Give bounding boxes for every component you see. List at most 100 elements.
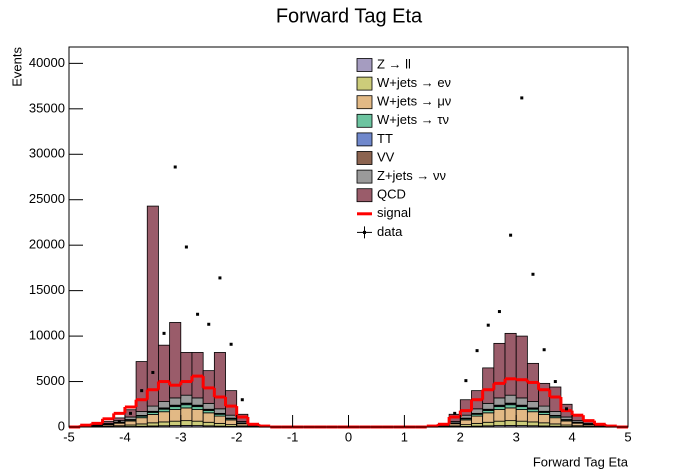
bar-segment [560,420,573,426]
data-point [497,310,501,314]
legend-label: QCD [377,187,406,202]
legend-label: W+jets → τν [377,112,449,127]
data-point [162,331,166,335]
bar-segment [169,406,182,410]
bar-segment [538,422,551,427]
legend-label: W+jets → eν [377,75,451,90]
x-tick-label: -2 [231,429,243,444]
bar-segment [482,421,495,427]
bar-segment [515,406,528,410]
bar-segment [191,397,204,406]
bar-segment [213,415,226,424]
data-point [464,379,468,383]
bar-segment [191,420,204,426]
bar-segment [471,408,484,414]
bar-segment [482,402,495,410]
bar-segment [493,406,506,410]
bar-segment [515,397,528,406]
bar-segment [213,422,226,427]
data-point [531,272,535,276]
bar-segment [471,422,484,427]
x-axis-title: Forward Tag Eta [533,454,629,469]
bar-segment [180,352,193,396]
bar-segment [538,405,551,412]
bar-segment [124,420,137,426]
bar-segment [471,415,484,424]
data-point [553,380,557,384]
legend-swatch [363,230,366,234]
legend-label: W+jets → μν [377,94,451,109]
bar-segment [459,419,472,426]
bar-segment [135,411,148,416]
bar-segment [571,415,584,422]
y-tick-label: 10000 [29,328,65,343]
legend-swatch [356,151,373,165]
data-point [475,349,479,353]
x-tick-label: 3 [513,429,520,444]
bar-segment [102,421,115,424]
bar-segment [515,420,528,426]
legend-swatch [356,95,373,110]
data-point [542,348,546,352]
data-point [173,165,177,169]
data-point [128,411,132,415]
bar-segment [191,406,204,410]
legend-swatch [356,76,373,91]
y-tick-label: 35000 [29,100,65,115]
data-point [229,342,233,346]
chart-title: Forward Tag Eta [276,5,423,27]
legend-label: Z → ll [377,56,411,71]
data-point [140,389,144,393]
bar-segment [169,397,182,406]
bar-segment [146,405,159,412]
bar-segment [158,411,171,423]
legend-swatch [356,113,373,128]
x-tick-label: 0 [345,429,352,444]
bar-segment [549,417,562,425]
bar-segment [515,335,528,399]
bar-segment [213,408,226,414]
bar-segment [225,414,238,419]
y-tick-label: 5000 [36,373,65,388]
bar-segment [459,414,472,419]
bar-segment [169,420,182,426]
y-tick-label: 15000 [29,282,65,297]
bar-segment [538,414,551,424]
bar-segment [180,394,193,404]
data-point [486,323,490,327]
bar-segment [504,407,517,422]
bar-segment [504,420,517,426]
bar-segment [493,420,506,426]
bar-segment [158,401,171,409]
legend-swatch [356,58,373,72]
bar-segment [526,421,539,427]
bar-segment [504,404,517,409]
bar-segment [482,367,495,404]
x-tick-label: -3 [175,429,187,444]
bar-segment [549,386,562,412]
x-tick-label: 5 [624,429,631,444]
x-tick-label: -5 [63,429,75,444]
y-tick-label: 40000 [29,55,65,70]
bar-segment [135,417,148,425]
legend-label: TT [377,131,393,146]
x-tick-label: -4 [119,429,131,444]
data-point [151,370,155,374]
data-point [453,411,457,415]
data-point [509,233,513,237]
legend-swatch [356,132,373,147]
x-tick-label: -1 [287,429,299,444]
legend-swatch [356,169,373,184]
data-point [520,96,524,100]
bar-segment [146,414,159,424]
data-point [184,245,188,249]
bar-segment [504,332,517,396]
bar-segment [225,390,238,416]
data-point [565,407,569,411]
y-tick-label: 25000 [29,191,65,206]
bar-segment [526,411,539,423]
bar-segment [146,422,159,427]
bar-segment [493,409,506,422]
bar-segment [169,409,182,422]
